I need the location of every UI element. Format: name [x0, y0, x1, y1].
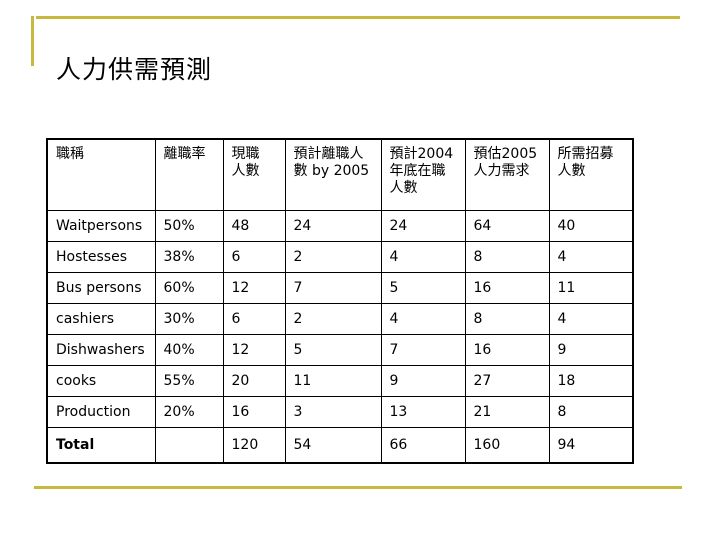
table-cell: 120	[222, 427, 286, 464]
table-cell: 4	[548, 241, 634, 273]
table-cell: 12	[222, 272, 286, 304]
table-cell: 9	[380, 365, 466, 397]
total-label: Total	[46, 427, 156, 464]
table-cell: 8	[548, 396, 634, 428]
table-cell: 4	[548, 303, 634, 335]
table-cell: 16	[464, 334, 550, 366]
table-cell: 16	[464, 272, 550, 304]
table-cell: 6	[222, 303, 286, 335]
table-cell: 20%	[154, 396, 224, 428]
table-cell	[154, 427, 224, 464]
header-cell-title: 職稱	[46, 138, 156, 211]
table-row: Bus persons 60% 12 7 5 16 11	[46, 272, 634, 304]
table-cell: 2	[284, 241, 382, 273]
table-cell: 11	[284, 365, 382, 397]
table-cell: cooks	[46, 365, 156, 397]
table-cell: 7	[284, 272, 382, 304]
table-cell: 55%	[154, 365, 224, 397]
header-cell-demand-2005: 預估2005 人力需求	[464, 138, 550, 211]
table-cell: 5	[284, 334, 382, 366]
header-cell-expected-remaining: 預計2004 年底在職 人數	[380, 138, 466, 211]
table-cell: 8	[464, 303, 550, 335]
manpower-forecast-table: 職稱 離職率 現職 人數 預計離職人數 by 2005 預計2004 年底在職 人數 …	[46, 138, 634, 464]
table-cell: 21	[464, 396, 550, 428]
forecast-table-container: 職稱 離職率 現職 人數 預計離職人數 by 2005 預計2004 年底在職 人數 …	[46, 138, 634, 464]
table-cell: 5	[380, 272, 466, 304]
table-cell: 4	[380, 241, 466, 273]
table-cell: 8	[464, 241, 550, 273]
header-cell-recruit-needed: 所需招募 人數	[548, 138, 634, 211]
table-cell: Production	[46, 396, 156, 428]
table-cell: 27	[464, 365, 550, 397]
table-cell: 54	[284, 427, 382, 464]
table-cell: 64	[464, 210, 550, 242]
table-cell: 18	[548, 365, 634, 397]
table-cell: 20	[222, 365, 286, 397]
table-body: 職稱 離職率 現職 人數 預計離職人數 by 2005 預計2004 年底在職 人數 …	[46, 138, 634, 464]
table-cell: Dishwashers	[46, 334, 156, 366]
table-cell: 24	[380, 210, 466, 242]
table-cell: Bus persons	[46, 272, 156, 304]
table-cell: 48	[222, 210, 286, 242]
table-cell: 24	[284, 210, 382, 242]
table-cell: 12	[222, 334, 286, 366]
header-cell-current-staff: 現職 人數	[222, 138, 286, 211]
table-cell: cashiers	[46, 303, 156, 335]
table-cell: 4	[380, 303, 466, 335]
table-cell: 3	[284, 396, 382, 428]
table-header-row: 職稱 離職率 現職 人數 預計離職人數 by 2005 預計2004 年底在職 人數 …	[46, 138, 634, 211]
table-cell: 7	[380, 334, 466, 366]
table-cell: 66	[380, 427, 466, 464]
table-cell: 9	[548, 334, 634, 366]
header-cell-turnover-rate: 離職率	[154, 138, 224, 211]
decorative-bottom-line	[34, 486, 682, 489]
table-cell: 38%	[154, 241, 224, 273]
table-cell: 11	[548, 272, 634, 304]
table-cell: 160	[464, 427, 550, 464]
table-cell: 30%	[154, 303, 224, 335]
table-row: cashiers 30% 6 2 4 8 4	[46, 303, 634, 335]
table-cell: 2	[284, 303, 382, 335]
table-cell: Waitpersons	[46, 210, 156, 242]
slide-title: 人力供需預測	[56, 55, 213, 84]
table-cell: 60%	[154, 272, 224, 304]
table-cell: 13	[380, 396, 466, 428]
decorative-left-line	[31, 16, 34, 66]
table-cell: 40%	[154, 334, 224, 366]
table-row: Hostesses 38% 6 2 4 8 4	[46, 241, 634, 273]
table-cell: 40	[548, 210, 634, 242]
table-cell: 16	[222, 396, 286, 428]
table-cell: Hostesses	[46, 241, 156, 273]
header-cell-expected-leavers: 預計離職人數 by 2005	[284, 138, 382, 211]
table-row: cooks 55% 20 11 9 27 18	[46, 365, 634, 397]
table-cell: 6	[222, 241, 286, 273]
table-row: Dishwashers 40% 12 5 7 16 9	[46, 334, 634, 366]
decorative-top-line	[36, 16, 680, 19]
table-cell: 94	[548, 427, 634, 464]
table-row: Waitpersons 50% 48 24 24 64 40	[46, 210, 634, 242]
table-row: Production 20% 16 3 13 21 8	[46, 396, 634, 428]
table-cell: 50%	[154, 210, 224, 242]
table-total-row: Total 120 54 66 160 94	[46, 427, 634, 464]
